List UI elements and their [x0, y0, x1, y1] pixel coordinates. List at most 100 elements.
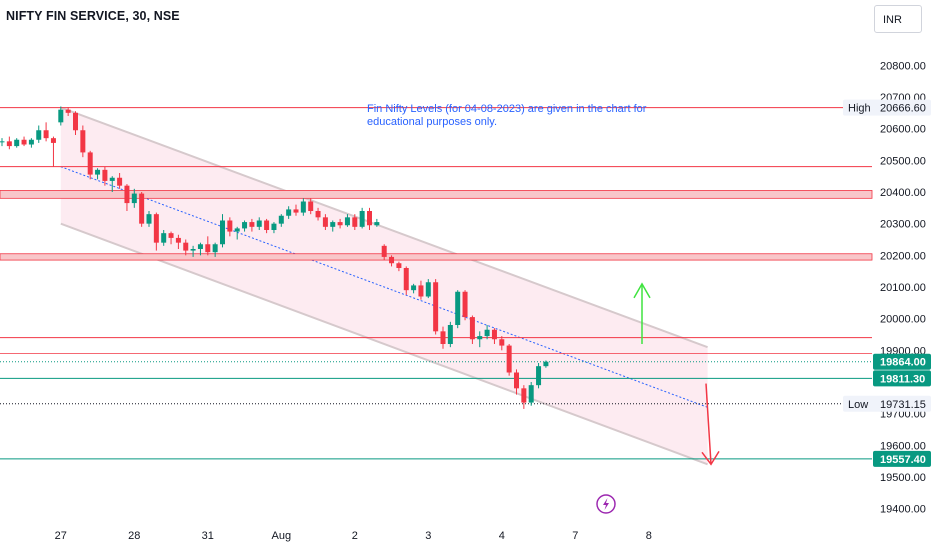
candle-body	[249, 222, 255, 227]
candle-body	[440, 331, 446, 344]
candle-body	[344, 217, 350, 226]
resistance-zone-20200	[0, 253, 873, 261]
y-tick-label: 19500.00	[880, 472, 926, 484]
candle	[50, 136, 56, 167]
time-axis[interactable]: 27 28 31 Aug 2 3 4 7 8	[55, 530, 652, 542]
candle	[58, 106, 64, 126]
candle-body	[220, 220, 225, 245]
candle	[65, 107, 71, 116]
candle-body	[381, 245, 387, 257]
candle-body	[491, 329, 497, 340]
candle-body	[80, 130, 86, 153]
price-tag: 19864.00	[873, 353, 931, 370]
candle-body	[190, 249, 196, 251]
candle-body	[175, 237, 181, 243]
candle-body	[330, 222, 336, 227]
candle	[418, 280, 424, 300]
candle-body	[469, 317, 475, 340]
candle-body	[14, 139, 20, 147]
y-tick-label: 19600.00	[880, 440, 926, 452]
candle	[374, 218, 380, 227]
candle	[286, 206, 292, 219]
channel-upper-line	[60, 106, 708, 349]
candle	[197, 242, 203, 256]
candle	[367, 207, 372, 230]
y-tick-label: 19400.00	[880, 504, 926, 516]
candle-body	[242, 222, 248, 229]
candle-body	[300, 201, 306, 213]
candle-body	[543, 361, 549, 367]
candle	[536, 363, 542, 389]
candle-body	[374, 222, 380, 226]
x-tick-label: 7	[572, 530, 578, 542]
price-tag-bg	[843, 99, 931, 116]
candle-body	[477, 336, 483, 340]
candle	[469, 315, 475, 344]
candle	[21, 136, 27, 147]
candle-body	[146, 214, 152, 224]
candle	[73, 111, 78, 135]
candle-body	[367, 211, 372, 226]
x-tick-label: Aug	[272, 530, 292, 542]
candle-body	[28, 139, 34, 145]
candle	[440, 326, 446, 349]
candle-body	[50, 138, 56, 143]
candle-body	[58, 109, 64, 123]
candle	[109, 176, 115, 192]
candle-body	[352, 217, 358, 227]
candle-body	[433, 282, 439, 332]
candle	[514, 369, 519, 395]
price-tag-bg	[873, 370, 931, 387]
candle	[352, 214, 358, 230]
candle-body	[322, 217, 328, 227]
candle	[506, 344, 512, 376]
candle-body	[95, 169, 101, 175]
candle	[543, 360, 549, 368]
candle-body	[102, 169, 108, 181]
candle	[153, 212, 159, 251]
candle	[359, 207, 365, 229]
candle-body	[425, 282, 431, 297]
x-tick-label: 8	[646, 530, 652, 542]
event-marker[interactable]	[596, 494, 616, 514]
lightning-bolt-icon	[603, 498, 609, 510]
candle-body	[447, 325, 453, 344]
x-tick-label: 2	[352, 530, 358, 542]
candle-body	[411, 285, 417, 291]
candle	[264, 218, 270, 234]
candle-body	[359, 211, 365, 227]
candle-body	[308, 201, 314, 211]
candle-body	[0, 141, 5, 143]
candle	[242, 220, 248, 232]
annotation-line-1: Fin Nifty Levels (for 04-08-2023) are gi…	[367, 103, 647, 115]
candle-body	[227, 220, 233, 232]
candle	[28, 138, 34, 148]
candle-body	[389, 256, 395, 264]
candle-body	[286, 209, 292, 216]
candle	[308, 198, 314, 215]
candle	[271, 222, 277, 234]
price-tag-value: 19864.00	[880, 357, 926, 369]
candle	[528, 382, 534, 406]
price-axis[interactable]: 19400.0019500.0019600.0019700.0019800.00…	[880, 60, 926, 515]
candle-body	[109, 177, 115, 181]
resistance-zone-20400	[0, 190, 873, 199]
candle	[381, 244, 387, 261]
x-tick-label: 3	[425, 530, 431, 542]
currency-selector[interactable]: INR	[874, 5, 922, 33]
candle-body	[536, 366, 542, 386]
candle	[455, 290, 461, 329]
candle-body	[153, 214, 159, 243]
candle	[322, 214, 328, 230]
price-tag-value: 19557.40	[880, 454, 926, 466]
candle	[0, 138, 5, 147]
price-tag: 19811.30	[873, 370, 931, 387]
candle-body	[315, 211, 321, 218]
price-tag: Low 19731.15	[843, 395, 931, 412]
candle	[330, 220, 336, 232]
arrow-down-head	[701, 450, 720, 466]
candle	[14, 138, 20, 148]
candle	[256, 217, 262, 230]
price-tag-bg	[873, 450, 931, 467]
